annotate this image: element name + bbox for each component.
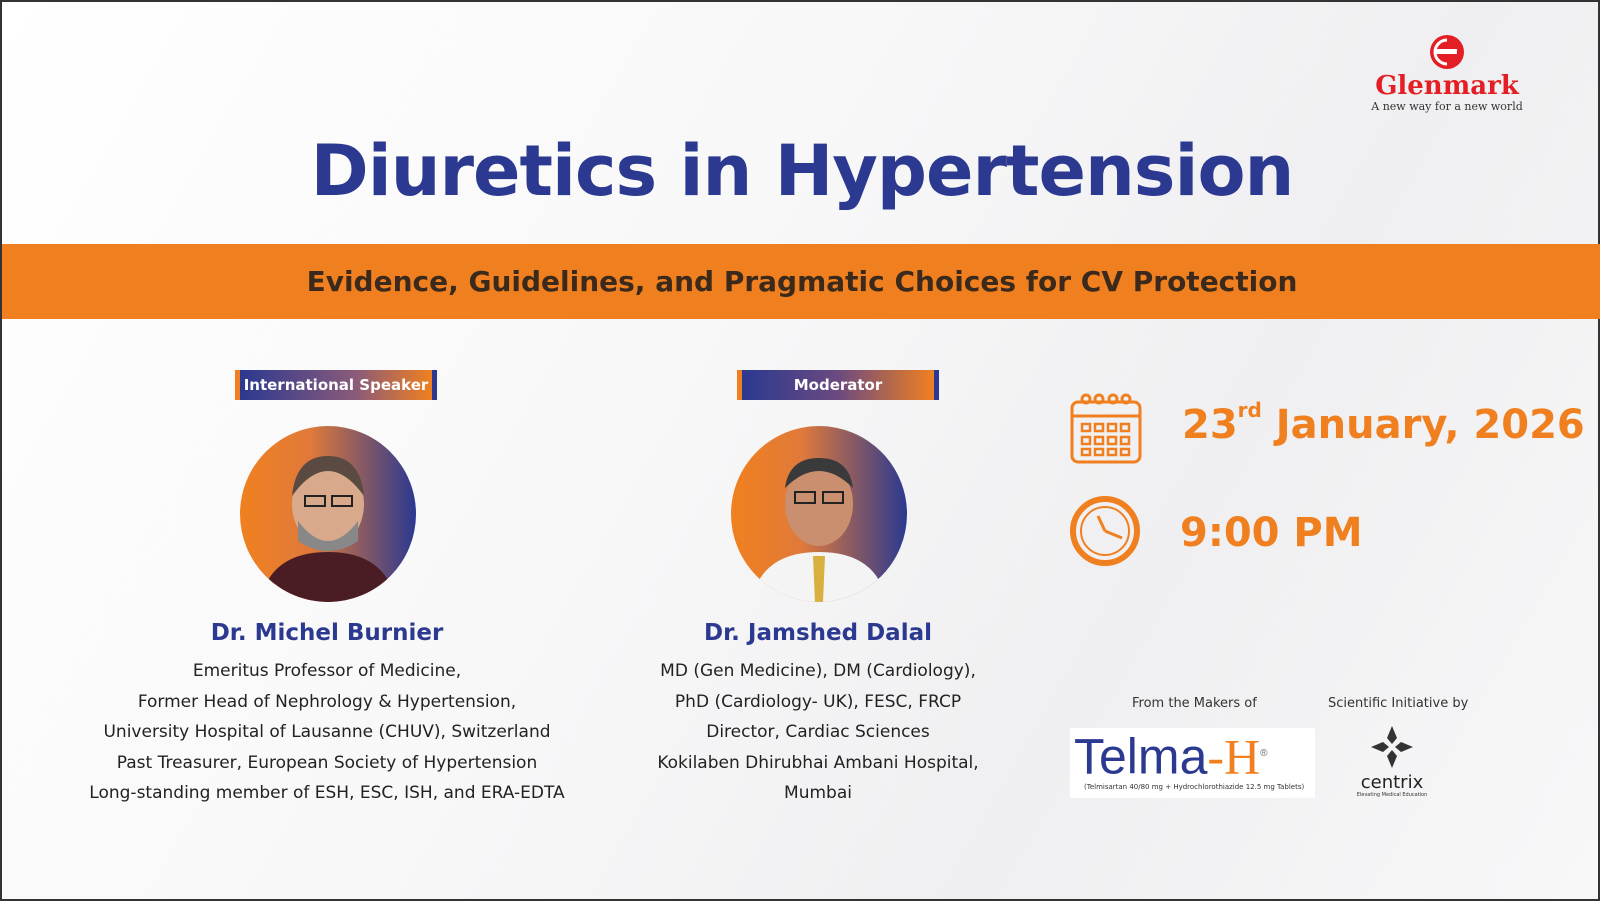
product-name: Telma <box>1074 728 1208 785</box>
calendar-icon <box>1070 393 1142 464</box>
detail-line: Kokilaben Dhirubhai Ambani Hospital, <box>657 752 979 773</box>
date-day: 23 <box>1182 402 1238 448</box>
speaker-details: Emeritus Professor of Medicine, Former H… <box>67 656 587 809</box>
detail-line: University Hospital of Lausanne (CHUV), … <box>103 722 551 742</box>
product-suffix: -H <box>1207 728 1261 785</box>
detail-line: Long-standing member of ESH, ESC, ISH, a… <box>89 783 565 803</box>
initiative-tagline: Elevating Medical Education <box>1356 792 1428 798</box>
makers-label: From the Makers of <box>1132 696 1257 711</box>
detail-line: Former Head of Nephrology & Hypertension… <box>137 691 517 712</box>
reg-mark: ® <box>1260 748 1268 759</box>
moderator-photo <box>731 426 907 602</box>
initiative-name: centrix <box>1360 772 1424 793</box>
glenmark-logo: Glenmark A new way for a new world <box>1367 32 1527 113</box>
event-time: 9:00 PM <box>1180 510 1363 556</box>
date-month-year: January, 2026 <box>1275 402 1585 448</box>
moderator-details: MD (Gen Medicine), DM (Cardiology), PhD … <box>558 656 1078 809</box>
centrix-mark-icon <box>1371 726 1413 768</box>
detail-line: Past Treasurer, European Society of Hype… <box>116 752 538 773</box>
telma-h-logo: Telma-H® (Telmisartan 40/80 mg + Hydroch… <box>1070 728 1315 798</box>
brand-name: Glenmark <box>1375 71 1519 101</box>
detail-line: MD (Gen Medicine), DM (Cardiology), <box>660 661 976 681</box>
event-date: 23rd January, 2026 <box>1182 398 1585 448</box>
centrix-logo: centrix Elevating Medical Education <box>1352 724 1432 798</box>
date-suffix: rd <box>1237 398 1262 422</box>
detail-line: Mumbai <box>784 783 852 803</box>
speaker-photo <box>240 426 416 602</box>
moderator-name: Dr. Jamshed Dalal <box>704 620 932 646</box>
moderator-role-badge: Moderator <box>737 370 939 400</box>
speaker-role-badge: International Speaker <box>235 370 437 400</box>
speaker-name: Dr. Michel Burnier <box>210 620 444 646</box>
brand-tagline: A new way for a new world <box>1371 100 1523 113</box>
page-title: Diuretics in Hypertension <box>310 130 1295 212</box>
detail-line: Emeritus Professor of Medicine, <box>192 661 462 681</box>
clock-icon <box>1070 496 1140 566</box>
subtitle-band: Evidence, Guidelines, and Pragmatic Choi… <box>2 244 1600 319</box>
detail-line: PhD (Cardiology- UK), FESC, FRCP <box>674 691 962 712</box>
subtitle: Evidence, Guidelines, and Pragmatic Choi… <box>306 265 1298 298</box>
product-description: (Telmisartan 40/80 mg + Hydrochlorothiaz… <box>1084 782 1305 791</box>
glenmark-mark-icon <box>1430 35 1464 69</box>
initiative-label: Scientific Initiative by <box>1328 696 1469 711</box>
detail-line: Director, Cardiac Sciences <box>706 722 930 742</box>
